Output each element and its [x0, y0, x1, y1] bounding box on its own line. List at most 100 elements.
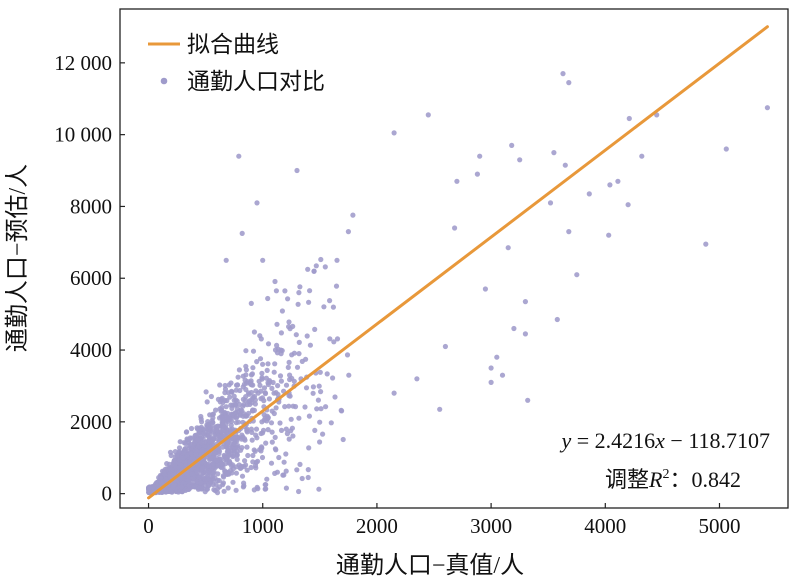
- scatter-point: [252, 448, 258, 454]
- scatter-point: [215, 396, 221, 402]
- scatter-point: [262, 482, 268, 488]
- scatter-point: [723, 146, 729, 152]
- scatter-point: [214, 490, 221, 496]
- scatter-point: [499, 372, 506, 378]
- scatter-point: [305, 467, 311, 473]
- scatter-point: [207, 412, 213, 418]
- scatter-point: [296, 415, 302, 421]
- scatter-point: [265, 295, 271, 302]
- x-tick-label: 4000: [584, 514, 626, 538]
- scatter-point: [202, 459, 208, 465]
- scatter-point: [525, 397, 531, 403]
- scatter-point: [288, 416, 294, 422]
- y-axis-title: 通勤人口−预估/人: [4, 164, 31, 352]
- scatter-point: [215, 477, 221, 483]
- scatter-point: [217, 484, 223, 490]
- scatter-point: [244, 467, 250, 473]
- scatter-point: [231, 393, 237, 399]
- legend-label-fit: 拟合曲线: [187, 32, 279, 57]
- scatter-point: [313, 263, 319, 269]
- scatter-point: [346, 372, 352, 378]
- scatter-point: [509, 142, 515, 148]
- scatter-point: [253, 465, 259, 471]
- scatter-point: [303, 356, 309, 362]
- scatter-point: [311, 268, 317, 274]
- scatter-point: [243, 367, 249, 373]
- scatter-point: [233, 382, 240, 388]
- scatter-point: [391, 130, 397, 136]
- scatter-point: [239, 230, 245, 236]
- scatter-point: [254, 200, 260, 206]
- scatter-point: [170, 484, 176, 490]
- scatter-point: [195, 437, 201, 443]
- scatter-point: [209, 424, 215, 430]
- scatter-point: [223, 404, 229, 410]
- scatter-point: [257, 382, 263, 388]
- scatter-point: [291, 350, 297, 356]
- scatter-point: [323, 404, 329, 410]
- scatter-point: [233, 487, 239, 493]
- scatter-point: [190, 476, 197, 482]
- scatter-point: [318, 406, 324, 412]
- scatter-point: [586, 191, 592, 197]
- scatter-point: [163, 476, 169, 482]
- scatter-point: [249, 429, 255, 435]
- scatter-point: [262, 390, 268, 396]
- scatter-point: [260, 427, 267, 433]
- scatter-point: [258, 388, 264, 394]
- scatter-point: [285, 364, 291, 370]
- scatter-point: [215, 433, 222, 439]
- scatter-point: [222, 382, 228, 389]
- r2-prefix: 调整: [605, 467, 649, 492]
- scatter-point: [208, 455, 214, 461]
- scatter-point: [174, 452, 180, 458]
- scatter-point: [262, 486, 268, 492]
- scatter-point: [511, 325, 517, 332]
- scatter-point: [566, 80, 572, 86]
- scatter-point: [184, 436, 190, 442]
- scatter-point: [607, 182, 613, 188]
- scatter-point: [235, 374, 241, 380]
- scatter-point: [273, 288, 279, 294]
- scatter-point: [172, 460, 178, 466]
- scatter-point: [437, 406, 443, 412]
- scatter-point: [272, 278, 278, 285]
- scatter-point: [245, 390, 251, 396]
- eq-x: x: [654, 428, 665, 453]
- scatter-point: [240, 384, 246, 390]
- scatter-point: [330, 375, 336, 381]
- eq-intercept: − 118.7107: [665, 428, 770, 453]
- scatter-point: [306, 445, 312, 451]
- scatter-point: [184, 452, 190, 458]
- scatter-point: [330, 304, 336, 310]
- scatter-point: [260, 257, 266, 263]
- scatter-point: [161, 471, 168, 477]
- scatter-point: [294, 467, 300, 473]
- r2-superscript: 2: [662, 467, 669, 482]
- scatter-point: [214, 457, 220, 464]
- scatter-point: [273, 447, 279, 453]
- scatter-point: [186, 443, 192, 449]
- scatter-point: [168, 489, 174, 495]
- scatter-point: [287, 393, 293, 399]
- scatter-point: [248, 372, 255, 378]
- scatter-point: [259, 375, 265, 381]
- scatter-point: [176, 445, 183, 451]
- scatter-point: [218, 408, 224, 414]
- scatter-point: [286, 324, 292, 330]
- scatter-point: [264, 476, 270, 482]
- scatter-point: [235, 419, 241, 425]
- scatter-point: [281, 459, 287, 465]
- scatter-point: [283, 485, 289, 491]
- scatter-point: [202, 439, 208, 445]
- scatter-point: [188, 450, 194, 457]
- scatter-point: [306, 413, 312, 419]
- scatter-point: [477, 153, 483, 159]
- scatter-point: [187, 479, 193, 485]
- scatter-point: [216, 415, 223, 421]
- scatter-point: [278, 330, 284, 336]
- scatter-point: [574, 272, 580, 278]
- scatter-point: [163, 489, 169, 495]
